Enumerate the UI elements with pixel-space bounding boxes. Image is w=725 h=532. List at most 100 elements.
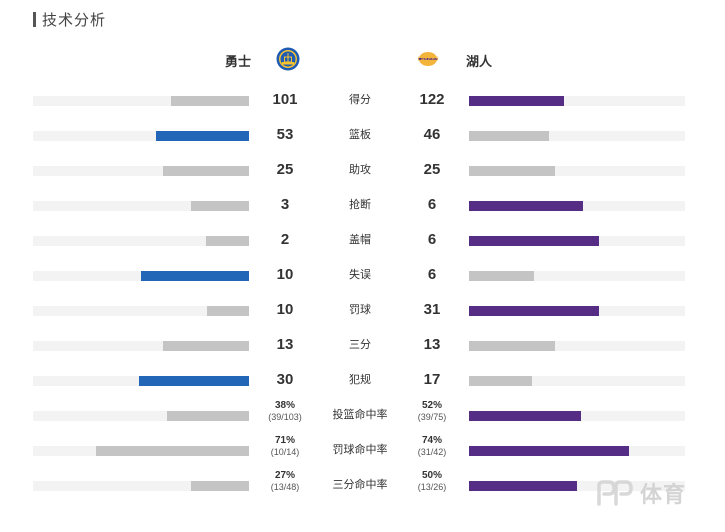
lakers-bar-track xyxy=(469,411,685,421)
stat-row: 71% 74% (10/14) (31/42) 罚球命中率 xyxy=(0,433,725,468)
warriors-bar-fill xyxy=(141,271,249,281)
lakers-bar-fill xyxy=(469,481,577,491)
lakers-stat-value: 25 xyxy=(423,161,441,178)
warriors-bar-track xyxy=(33,96,249,106)
warriors-stat-value: 53 xyxy=(276,126,294,143)
warriors-stat-value: 13 xyxy=(276,336,294,353)
stat-label: 失误 xyxy=(349,269,371,281)
lakers-stat-value: 31 xyxy=(423,301,441,318)
warriors-bar-fill xyxy=(191,481,249,491)
lakers-stat-detail: (31/42) xyxy=(417,447,447,457)
lakers-bar-fill xyxy=(469,166,555,176)
stat-row: 3 6 抢断 xyxy=(0,188,725,223)
lakers-bar-track xyxy=(469,201,685,211)
pp-logo-icon xyxy=(597,480,633,506)
section-title: 技术分析 xyxy=(42,11,107,29)
lakers-bar-track xyxy=(469,271,685,281)
stat-label: 三分 xyxy=(349,339,371,351)
lakers-stat-value: 6 xyxy=(427,266,437,283)
lakers-bar-fill xyxy=(469,96,564,106)
lakers-stat-detail: (13/26) xyxy=(417,482,447,492)
warriors-stat-value: 10 xyxy=(276,301,294,318)
team-name-lakers: 湖人 xyxy=(466,54,493,69)
stat-row: 30 17 犯规 xyxy=(0,363,725,398)
lakers-stat-value: 50% xyxy=(421,470,442,481)
lakers-stat-value: 74% xyxy=(421,435,442,446)
lakers-bar-track xyxy=(469,446,685,456)
lakers-stat-value: 13 xyxy=(423,336,441,353)
lakers-bar-fill xyxy=(469,271,534,281)
warriors-bar-track xyxy=(33,446,249,456)
warriors-bar-track xyxy=(33,306,249,316)
stat-label: 犯规 xyxy=(349,374,371,386)
lakers-bar-fill xyxy=(469,131,549,141)
lakers-logo-icon: LAKERS xyxy=(418,52,439,66)
warriors-stat-detail: (10/14) xyxy=(270,447,300,457)
lakers-bar-track xyxy=(469,166,685,176)
lakers-stat-value: 46 xyxy=(423,126,441,143)
warriors-stat-value: 30 xyxy=(276,371,294,388)
lakers-stat-value: 122 xyxy=(419,91,445,108)
lakers-bar-fill xyxy=(469,236,599,246)
lakers-stat-value: 17 xyxy=(423,371,441,388)
warriors-bar-track xyxy=(33,481,249,491)
section-marker xyxy=(33,11,36,27)
warriors-bar-fill xyxy=(171,96,249,106)
stat-label: 助攻 xyxy=(349,164,371,176)
stat-label: 罚球命中率 xyxy=(332,444,388,456)
warriors-bar-track xyxy=(33,376,249,386)
stat-row: 27% 50% (13/48) (13/26) 三分命中率 xyxy=(0,468,725,503)
warriors-bar-track xyxy=(33,166,249,176)
warriors-stat-value: 27% xyxy=(274,470,295,481)
stat-label: 罚球 xyxy=(349,304,371,316)
lakers-bar-fill xyxy=(469,411,581,421)
warriors-bar-fill xyxy=(207,306,249,316)
lakers-bar-track xyxy=(469,376,685,386)
warriors-stat-detail: (39/103) xyxy=(268,412,302,422)
lakers-bar-fill xyxy=(469,306,599,316)
warriors-stat-value: 38% xyxy=(274,400,295,411)
stat-label: 得分 xyxy=(349,94,371,106)
warriors-bar-fill xyxy=(139,376,249,386)
lakers-bar-fill xyxy=(469,201,583,211)
stat-label: 三分命中率 xyxy=(332,479,388,491)
warriors-stat-value: 71% xyxy=(274,435,295,446)
lakers-bar-track xyxy=(469,131,685,141)
lakers-bar-track xyxy=(469,306,685,316)
stat-row: 2 6 盖帽 xyxy=(0,223,725,258)
lakers-bar-track xyxy=(469,481,685,491)
stat-row: 10 31 罚球 xyxy=(0,293,725,328)
warriors-stat-value: 10 xyxy=(276,266,294,283)
svg-text:LAKERS: LAKERS xyxy=(418,56,439,62)
lakers-stat-value: 52% xyxy=(421,400,442,411)
warriors-bar-track xyxy=(33,236,249,246)
warriors-bar-fill xyxy=(156,131,249,141)
stat-row: 101 122 得分 xyxy=(0,83,725,118)
stat-row: 10 6 失误 xyxy=(0,258,725,293)
section-header: 技术分析 xyxy=(33,10,107,29)
warriors-bar-track xyxy=(33,201,249,211)
warriors-bar-fill xyxy=(191,201,249,211)
warriors-stat-value: 3 xyxy=(280,196,290,213)
team-name-warriors: 勇士 xyxy=(224,54,251,69)
watermark: 体育 xyxy=(596,478,686,508)
warriors-stat-value: 101 xyxy=(272,91,298,108)
warriors-bar-fill xyxy=(163,341,249,351)
lakers-stat-detail: (39/75) xyxy=(417,412,447,422)
stat-row: 13 13 三分 xyxy=(0,328,725,363)
stat-row: 53 46 篮板 xyxy=(0,118,725,153)
warriors-bar-track xyxy=(33,411,249,421)
warriors-bar-track xyxy=(33,131,249,141)
warriors-bar-fill xyxy=(167,411,249,421)
lakers-stat-value: 6 xyxy=(427,231,437,248)
lakers-bar-fill xyxy=(469,376,532,386)
stat-label: 抢断 xyxy=(349,199,371,211)
warriors-stat-detail: (13/48) xyxy=(270,482,300,492)
warriors-stat-value: 25 xyxy=(276,161,294,178)
stat-label: 投篮命中率 xyxy=(332,409,388,421)
warriors-logo-icon xyxy=(276,47,300,71)
lakers-bar-track xyxy=(469,341,685,351)
stat-label: 盖帽 xyxy=(349,234,371,246)
warriors-bar-track xyxy=(33,271,249,281)
watermark-text: 体育 xyxy=(640,482,687,507)
